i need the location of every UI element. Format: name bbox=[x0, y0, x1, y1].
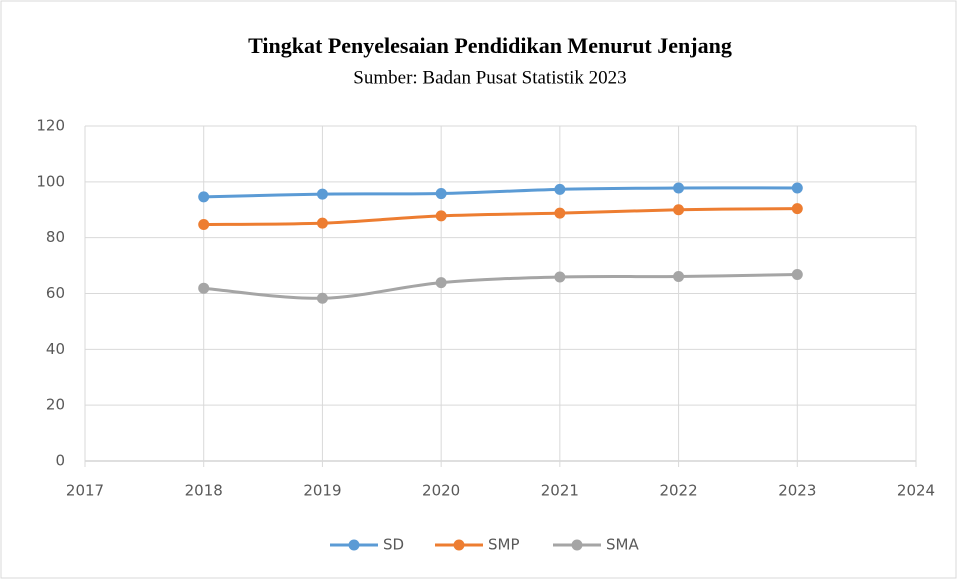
x-tick-label: 2022 bbox=[659, 482, 697, 500]
point bbox=[316, 292, 328, 304]
x-tick-label: 2019 bbox=[303, 482, 341, 500]
chart-subtitle: Sumber: Badan Pusat Statistik 2023 bbox=[353, 67, 626, 88]
point bbox=[435, 277, 447, 289]
y-tick-label: 20 bbox=[46, 396, 65, 414]
point bbox=[673, 204, 685, 216]
point bbox=[791, 203, 803, 215]
point bbox=[673, 182, 685, 194]
point bbox=[673, 270, 685, 282]
legend-label: SD bbox=[383, 536, 404, 554]
point bbox=[791, 182, 803, 194]
y-tick-label: 120 bbox=[36, 117, 65, 135]
x-tick-label: 2023 bbox=[778, 482, 816, 500]
legend-label: SMA bbox=[606, 536, 639, 554]
legend-marker bbox=[571, 539, 583, 551]
point bbox=[198, 219, 210, 231]
y-tick-label: 100 bbox=[36, 172, 65, 190]
y-tick-label: 0 bbox=[55, 452, 65, 470]
series-line bbox=[203, 207, 798, 227]
point bbox=[554, 271, 566, 283]
x-tick-label: 2018 bbox=[185, 482, 223, 500]
chart-title: Tingkat Penyelesaian Pendidikan Menurut … bbox=[248, 33, 732, 58]
point bbox=[316, 217, 328, 229]
y-tick-label: 60 bbox=[46, 284, 65, 302]
point bbox=[198, 191, 210, 203]
point bbox=[435, 210, 447, 222]
x-tick-label: 2021 bbox=[541, 482, 579, 500]
series-line bbox=[203, 186, 798, 199]
legend-marker bbox=[453, 539, 465, 551]
x-tick-label: 2024 bbox=[897, 482, 935, 500]
point bbox=[435, 188, 447, 200]
x-tick-label: 2020 bbox=[422, 482, 460, 500]
legend-label: SMP bbox=[488, 536, 520, 554]
y-tick-label: 40 bbox=[46, 340, 65, 358]
series-line bbox=[203, 273, 798, 300]
point bbox=[554, 183, 566, 195]
legend-marker bbox=[348, 539, 360, 551]
x-tick-label: 2017 bbox=[66, 482, 104, 500]
point bbox=[198, 282, 210, 294]
point bbox=[791, 269, 803, 281]
point bbox=[554, 207, 566, 219]
y-tick-label: 80 bbox=[46, 228, 65, 246]
point bbox=[316, 188, 328, 200]
